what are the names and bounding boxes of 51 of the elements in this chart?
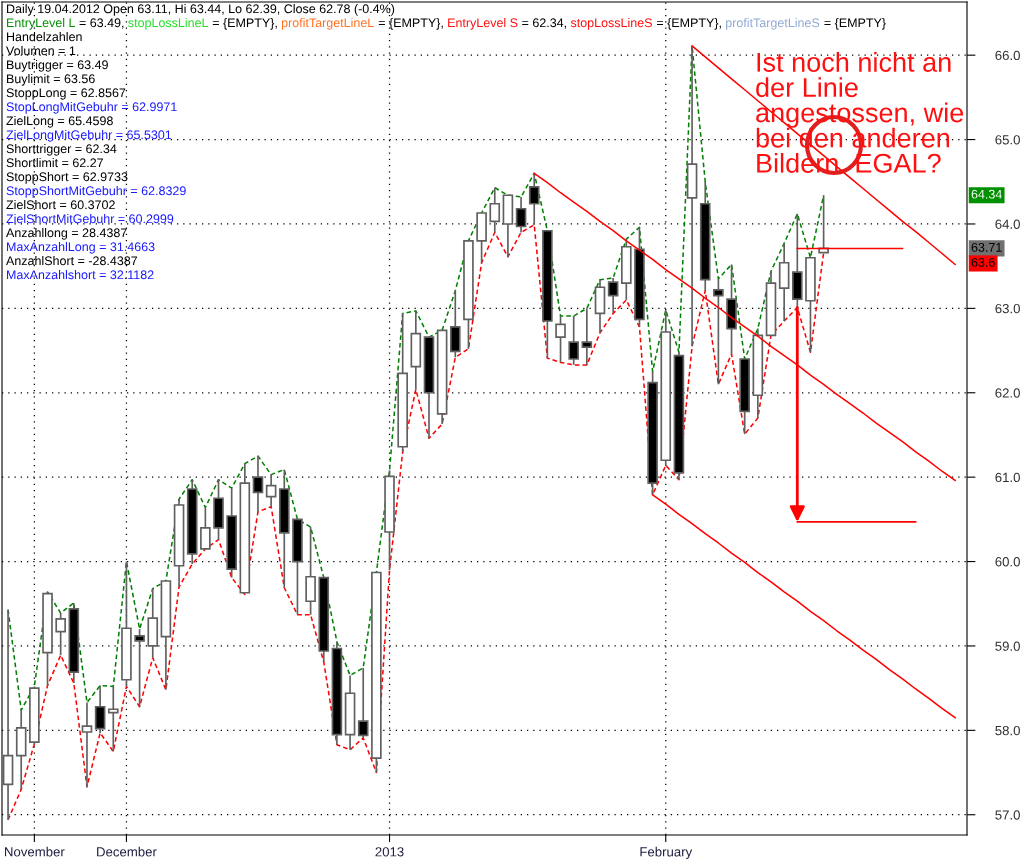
y-tick-label: 59.0 [995, 641, 1020, 651]
candlestick [489, 186, 501, 234]
annotation: StoppLong = 62.8567 [6, 88, 126, 100]
candlestick [555, 315, 566, 364]
candlestick [55, 612, 66, 657]
annotation: Anzahllong = 28.4387 [6, 228, 127, 240]
y-tick-label: 66.0 [995, 50, 1020, 61]
x-tick-label: 2013 [375, 847, 404, 857]
annotation: AnzahlShort = -28.4387 [6, 256, 138, 266]
candlestick [713, 277, 724, 386]
candlestick [528, 172, 540, 226]
candlestick [265, 473, 277, 508]
y-tick-label: 62.0 [995, 388, 1020, 398]
annotation: Buytrigger = 63.49 [7, 60, 108, 72]
y-tick-label: 57.0 [995, 810, 1020, 820]
line-series [651, 494, 956, 719]
y-tick-label: 63.0 [995, 303, 1020, 314]
annotation: Volumen = 1 [6, 46, 76, 56]
candlestick [81, 701, 93, 788]
annotation: ZielShort = 60.3702 [6, 200, 115, 210]
annotation: Shorttrigger = 62.34 [6, 144, 117, 156]
annotation: Shortlimit = 62.27 [6, 158, 103, 168]
annotation: ZielLong = 65.4598 [6, 116, 113, 128]
y-tick-label: 58.0 [995, 725, 1020, 736]
candlestick [686, 45, 698, 348]
annotation: 63.71 [971, 242, 1002, 252]
y-tick-label: 65.0 [995, 135, 1020, 145]
annotation: Buylimit = 63.56 [7, 74, 95, 86]
annotation: ZielLongMitGebuhr = 65.5301 [6, 130, 172, 142]
candlestick [568, 315, 579, 366]
text: EntryLevel L = 63.49, stopLossLineL = {EMPTY}, profitTargetLineL = {EMPTY}, EntryLevel S = 62.34, stopLossLineS = {EMPTY}, profitTargetLineS = {EMPTY} [7, 18, 886, 30]
annotation: StopLongMitGebuhr = 62.9971 [6, 102, 177, 114]
x-tick-label: February [640, 846, 693, 860]
annotation: StoppShort = 62.9733 [6, 172, 128, 184]
annotation: MaxAnzahlshort = 32.1182 [7, 270, 154, 280]
annotation: ZielShortMitGebuhr = 60.2999 [6, 214, 174, 224]
annotation: MaxAnzahlLong = 31.4663 [7, 242, 155, 254]
y-tick-label: 60.0 [995, 557, 1020, 567]
annotation: Handelzahlen [7, 32, 82, 42]
candlestick [107, 685, 119, 753]
y-tick-label: 64.0 [995, 219, 1020, 229]
x-tick-label: November [5, 846, 65, 857]
x-tick-label: December [97, 846, 157, 857]
candlestick [200, 506, 211, 550]
y-tick-label: 61.0 [995, 472, 1020, 483]
annotation: 64.34 [971, 189, 1002, 199]
chart-title: Daily 19.04.2012 Open 63.11, Hi 63.44, Lo 62.39, Close 62.78 (-0.4%) [7, 4, 395, 16]
candlestick [357, 667, 369, 739]
text: 63.6 [971, 257, 995, 267]
annotation: StoppShortMitGebuhr = 62.8329 [6, 186, 186, 198]
candlestick [581, 307, 593, 366]
